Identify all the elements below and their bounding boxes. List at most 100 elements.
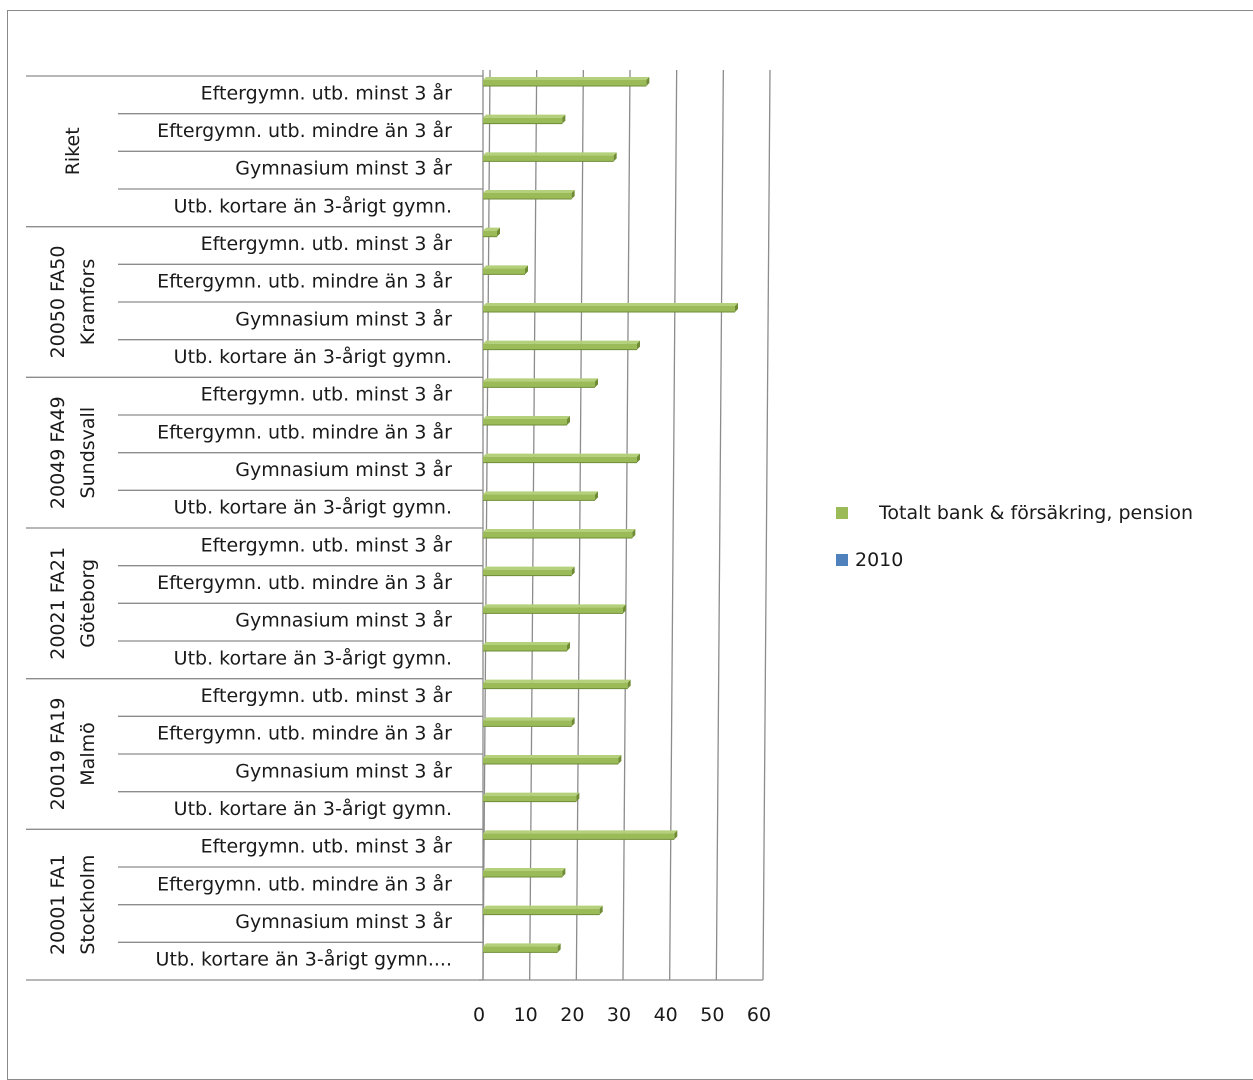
group-label: 20049 FA49 Sundsvall (47, 396, 99, 509)
bar (483, 905, 603, 916)
bar-end (571, 566, 575, 576)
bar-end (567, 642, 570, 651)
gridline (669, 69, 678, 981)
gridline (715, 69, 724, 981)
group-label: 20001 FA1 Stockholm (47, 854, 99, 955)
group-label: Riket (62, 127, 84, 175)
bar-end (623, 604, 626, 614)
bar-end (613, 152, 617, 162)
bar (483, 152, 617, 162)
bar-end (497, 227, 500, 237)
bar-top (483, 604, 626, 608)
bar-end (632, 529, 636, 538)
legend-label: 2010 (855, 549, 903, 571)
category-label: Eftergymn. utb. mindre än 3 år (157, 420, 452, 443)
group-labels: Riket 20050 FA50 Kramfors 20049 FA49 Sundsva… (47, 127, 99, 955)
group-label-line: Malmö (77, 722, 99, 785)
bar-end (595, 378, 598, 388)
bar (483, 717, 575, 727)
group-label-line: Kramfors (77, 259, 99, 345)
chart-frame (7, 10, 1253, 1080)
bar-top (483, 453, 640, 457)
bar-top (483, 642, 570, 645)
group-label: 20019 FA19 Malmö (47, 698, 99, 811)
bar-end (567, 416, 570, 425)
bar (483, 642, 570, 652)
category-label: Utb. kortare än 3-årigt gymn. (174, 496, 452, 519)
bar-front (483, 343, 637, 350)
category-label: Utb. kortare än 3-årigt gymn.... (156, 948, 452, 971)
bar-front (483, 908, 600, 915)
bar-end (557, 943, 561, 953)
bar-top (483, 529, 636, 532)
category-label: Gymnasium minst 3 år (235, 759, 452, 782)
group-label-line: Riket (62, 127, 84, 175)
group-label-line: 20021 FA21 (47, 547, 69, 660)
bar (483, 77, 650, 87)
bar-end (562, 868, 566, 877)
group-label-line: Stockholm (77, 855, 99, 955)
bar-end (571, 717, 575, 727)
category-label: Gymnasium minst 3 år (235, 609, 452, 632)
bar (483, 566, 575, 577)
bar (483, 491, 598, 501)
bar-front (483, 758, 619, 764)
bar (483, 830, 678, 840)
x-tick-labels: 0 10 20 30 40 50 60 (473, 1004, 771, 1026)
bar-end (576, 792, 580, 802)
category-label: Utb. kortare än 3-årigt gymn. (174, 345, 452, 368)
group-label-line: Sundsvall (77, 407, 99, 499)
bar (483, 190, 575, 200)
category-label: Eftergymn. utb. minst 3 år (201, 383, 453, 406)
bar-end (562, 114, 566, 124)
category-label: Gymnasium minst 3 år (235, 458, 452, 481)
bar-top (483, 905, 603, 909)
category-axis (26, 75, 483, 981)
bar-front (483, 456, 637, 463)
group-label: 20021 FA21 Göteborg (47, 547, 99, 660)
legend-item: 2010 (836, 549, 903, 571)
bar-top (483, 755, 622, 758)
bar-end (618, 755, 622, 764)
bar-top (483, 943, 561, 947)
bar-top (483, 566, 575, 570)
bar (483, 378, 598, 388)
x-tick-label: 0 (473, 1004, 485, 1026)
bar-front (483, 833, 675, 840)
bar (483, 792, 580, 803)
bar-end (525, 265, 528, 275)
bar-front (483, 268, 525, 275)
x-tick-label: 50 (700, 1004, 724, 1026)
bar-end (637, 340, 640, 350)
legend-item: Totalt bank & försäkring, pension (836, 502, 1193, 524)
bar-end (571, 190, 575, 199)
bar-end (627, 679, 631, 689)
bar-front (483, 306, 735, 312)
bar-front (483, 381, 595, 388)
category-label: Utb. kortare än 3-årigt gymn. (174, 797, 452, 820)
bar-front (483, 117, 563, 124)
bar-top (483, 378, 598, 382)
category-label: Eftergymn. utb. mindre än 3 år (157, 270, 452, 293)
gridline (482, 69, 491, 981)
bar-front (483, 645, 567, 651)
bar-top (483, 114, 566, 118)
bar-top (483, 416, 570, 419)
group-label-line: Göteborg (77, 559, 99, 648)
bar-front (483, 720, 572, 727)
bar-top (483, 303, 738, 306)
bar (483, 943, 561, 953)
bar-end (595, 491, 598, 501)
category-labels: Eftergymn. utb. minst 3 år Eftergymn. utb… (156, 81, 453, 970)
category-label: Eftergymn. utb. mindre än 3 år (157, 872, 452, 895)
group-label-line: 20001 FA1 (47, 854, 69, 955)
bar (483, 416, 570, 426)
bar-top (483, 190, 575, 193)
gridline (762, 69, 771, 981)
legend-swatch (836, 554, 848, 566)
bars (483, 77, 738, 953)
legend-label: Totalt bank & försäkring, pension (878, 502, 1193, 524)
bar-top (483, 227, 500, 231)
grid-lines (482, 69, 771, 981)
